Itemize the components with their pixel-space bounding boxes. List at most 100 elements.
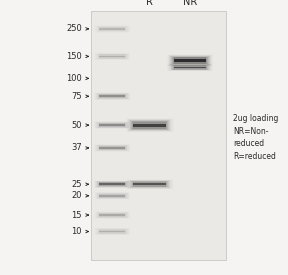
Bar: [98, 145, 127, 150]
Bar: [131, 181, 168, 188]
Bar: [94, 211, 130, 219]
Bar: [94, 93, 130, 100]
Bar: [99, 194, 125, 198]
Bar: [128, 180, 171, 189]
Bar: [172, 65, 208, 70]
Bar: [98, 213, 126, 217]
Bar: [94, 144, 131, 152]
Bar: [94, 192, 130, 199]
Bar: [97, 193, 128, 199]
Bar: [132, 121, 167, 129]
Bar: [99, 94, 125, 98]
Bar: [169, 64, 211, 71]
Bar: [97, 94, 128, 99]
Bar: [168, 64, 212, 71]
Bar: [94, 53, 130, 60]
Bar: [96, 145, 128, 151]
Bar: [99, 213, 125, 217]
Bar: [94, 92, 131, 100]
Bar: [98, 94, 127, 99]
Bar: [94, 228, 130, 235]
Bar: [98, 146, 126, 150]
Bar: [94, 180, 131, 188]
Text: 250: 250: [66, 24, 82, 33]
Bar: [97, 122, 128, 128]
Bar: [96, 93, 128, 99]
Bar: [96, 26, 128, 32]
Bar: [98, 123, 127, 128]
Bar: [96, 181, 128, 187]
Bar: [97, 212, 128, 218]
Bar: [99, 56, 125, 57]
Bar: [173, 65, 207, 70]
Bar: [127, 180, 173, 189]
Bar: [95, 228, 129, 235]
Bar: [130, 120, 169, 130]
Bar: [98, 54, 126, 59]
Bar: [99, 195, 125, 197]
Bar: [94, 25, 131, 33]
Bar: [128, 119, 171, 131]
Bar: [126, 179, 174, 189]
Bar: [129, 180, 170, 188]
Bar: [96, 229, 128, 235]
Bar: [96, 53, 128, 59]
Bar: [95, 212, 129, 218]
Bar: [97, 54, 128, 59]
Bar: [97, 229, 128, 234]
Bar: [98, 213, 127, 218]
Bar: [98, 182, 127, 187]
Bar: [133, 183, 166, 185]
Bar: [167, 64, 213, 71]
Bar: [127, 119, 173, 132]
Bar: [95, 122, 129, 128]
Bar: [95, 93, 129, 100]
Bar: [94, 211, 131, 219]
Bar: [97, 182, 128, 187]
Text: 20: 20: [72, 191, 82, 200]
Text: 2ug loading
NR=Non-
reduced
R=reduced: 2ug loading NR=Non- reduced R=reduced: [233, 114, 279, 161]
Bar: [126, 118, 174, 132]
Bar: [132, 182, 167, 187]
Text: 37: 37: [71, 144, 82, 152]
Text: 10: 10: [72, 227, 82, 236]
Bar: [94, 228, 131, 235]
Bar: [172, 57, 208, 64]
Bar: [98, 54, 127, 59]
Bar: [99, 146, 125, 150]
Bar: [98, 229, 127, 234]
Text: 50: 50: [72, 121, 82, 130]
Text: 25: 25: [72, 180, 82, 189]
Bar: [133, 182, 166, 187]
Bar: [133, 124, 166, 126]
Bar: [95, 145, 129, 151]
Bar: [94, 121, 131, 129]
Text: R: R: [146, 0, 153, 7]
Bar: [99, 230, 125, 233]
Bar: [167, 54, 213, 67]
Bar: [96, 212, 128, 218]
Text: 75: 75: [71, 92, 82, 101]
Bar: [173, 57, 207, 64]
Bar: [91, 11, 226, 260]
Bar: [95, 181, 129, 188]
Bar: [99, 95, 125, 97]
Bar: [99, 214, 125, 216]
Bar: [97, 26, 128, 32]
Bar: [174, 67, 206, 68]
Bar: [95, 26, 129, 32]
Bar: [94, 192, 131, 200]
Bar: [131, 121, 168, 130]
Bar: [99, 183, 125, 185]
Bar: [171, 65, 209, 70]
Bar: [99, 27, 125, 31]
Bar: [169, 55, 211, 66]
Bar: [98, 193, 127, 198]
Bar: [168, 55, 212, 66]
Bar: [98, 26, 127, 31]
Bar: [94, 181, 130, 188]
Bar: [170, 56, 210, 65]
Bar: [174, 59, 206, 62]
Bar: [94, 144, 130, 152]
Bar: [97, 145, 128, 151]
